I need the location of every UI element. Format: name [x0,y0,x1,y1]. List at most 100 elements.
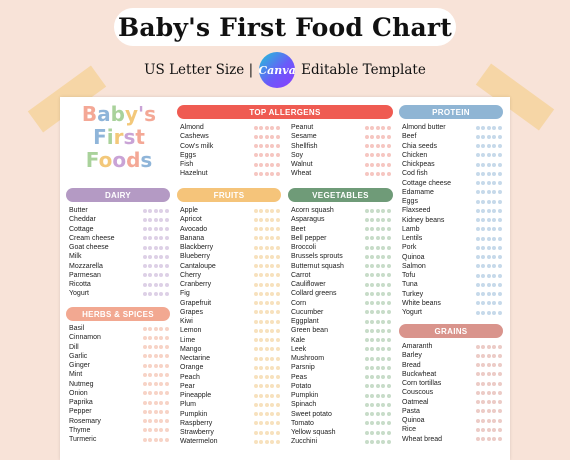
tracker-dot[interactable] [270,282,275,287]
tracker-dot[interactable] [381,412,386,417]
tracker-dot[interactable] [148,400,153,405]
tracker-dot[interactable] [370,134,375,139]
tracker-dot[interactable] [159,419,164,424]
tracker-dot[interactable] [264,439,269,444]
tracker-dot[interactable] [475,162,480,167]
tracker-dot[interactable] [492,125,497,130]
tracker-dot[interactable] [481,218,486,223]
tracker-dot[interactable] [387,439,391,444]
tracker-dot[interactable] [364,365,369,370]
tracker-dot[interactable] [481,125,486,130]
tracker-dot[interactable] [264,236,269,241]
tracker-dot[interactable] [481,153,486,158]
tracker-dot[interactable] [486,292,491,297]
tracker-dot[interactable] [387,356,391,361]
tracker-dot[interactable] [159,291,164,296]
tracker-dot[interactable] [375,291,380,296]
tracker-dot[interactable] [387,319,391,324]
tracker-dot[interactable] [264,217,269,222]
tracker-dot[interactable] [486,208,491,213]
tracker-dot[interactable] [486,153,491,158]
tracker-dot[interactable] [270,245,275,250]
tracker-dot[interactable] [165,291,169,296]
tracker-dot[interactable] [253,245,258,250]
tracker-dot[interactable] [486,372,491,377]
tracker-dot[interactable] [142,236,147,241]
tracker-dot[interactable] [370,421,375,426]
tracker-dot[interactable] [153,382,158,387]
tracker-dot[interactable] [153,326,158,331]
tracker-dot[interactable] [475,264,480,269]
tracker-dot[interactable] [270,347,275,352]
tracker-dot[interactable] [486,344,491,349]
tracker-dot[interactable] [148,326,153,331]
tracker-dot[interactable] [253,356,258,361]
tracker-dot[interactable] [264,273,269,278]
tracker-dot[interactable] [381,144,386,149]
tracker-dot[interactable] [364,393,369,398]
tracker-dot[interactable] [481,418,486,423]
tracker-dot[interactable] [148,391,153,396]
tracker-dot[interactable] [492,301,497,306]
tracker-dot[interactable] [387,393,391,398]
tracker-dot[interactable] [253,254,258,259]
tracker-dot[interactable] [486,400,491,405]
tracker-dot[interactable] [142,409,147,414]
tracker-dot[interactable] [364,338,369,343]
tracker-dot[interactable] [492,236,497,241]
tracker-dot[interactable] [492,264,497,269]
tracker-dot[interactable] [364,153,369,158]
tracker-dot[interactable] [375,365,380,370]
tracker-dot[interactable] [381,347,386,352]
tracker-dot[interactable] [481,190,486,195]
tracker-dot[interactable] [270,356,275,361]
tracker-dot[interactable] [270,264,275,269]
tracker-dot[interactable] [375,125,380,130]
tracker-dot[interactable] [264,375,269,380]
tracker-dot[interactable] [276,365,280,370]
tracker-dot[interactable] [381,125,386,130]
tracker-dot[interactable] [253,125,258,130]
tracker-dot[interactable] [259,162,264,167]
tracker-dot[interactable] [492,245,497,250]
tracker-dot[interactable] [148,291,153,296]
tracker-dot[interactable] [253,375,258,380]
tracker-dot[interactable] [259,365,264,370]
tracker-dot[interactable] [153,335,158,340]
tracker-dot[interactable] [492,418,497,423]
tracker-dot[interactable] [270,384,275,389]
tracker-dot[interactable] [492,171,497,176]
tracker-dot[interactable] [375,162,380,167]
tracker-dot[interactable] [481,437,486,442]
tracker-dot[interactable] [270,421,275,426]
tracker-dot[interactable] [475,427,480,432]
tracker-dot[interactable] [486,390,491,395]
tracker-dot[interactable] [264,328,269,333]
tracker-dot[interactable] [387,412,391,417]
tracker-dot[interactable] [270,328,275,333]
tracker-dot[interactable] [253,171,258,176]
tracker-dot[interactable] [375,439,380,444]
tracker-dot[interactable] [153,345,158,350]
tracker-dot[interactable] [481,171,486,176]
tracker-dot[interactable] [387,273,391,278]
tracker-dot[interactable] [153,282,158,287]
tracker-dot[interactable] [375,384,380,389]
tracker-dot[interactable] [375,402,380,407]
tracker-dot[interactable] [375,144,380,149]
tracker-dot[interactable] [381,236,386,241]
tracker-dot[interactable] [253,430,258,435]
tracker-dot[interactable] [165,372,169,377]
tracker-dot[interactable] [370,144,375,149]
tracker-dot[interactable] [148,437,153,442]
tracker-dot[interactable] [370,310,375,315]
tracker-dot[interactable] [486,218,491,223]
tracker-dot[interactable] [259,439,264,444]
tracker-dot[interactable] [270,393,275,398]
tracker-dot[interactable] [276,245,280,250]
tracker-dot[interactable] [492,381,497,386]
tracker-dot[interactable] [148,264,153,269]
tracker-dot[interactable] [264,144,269,149]
tracker-dot[interactable] [276,273,280,278]
tracker-dot[interactable] [492,162,497,167]
